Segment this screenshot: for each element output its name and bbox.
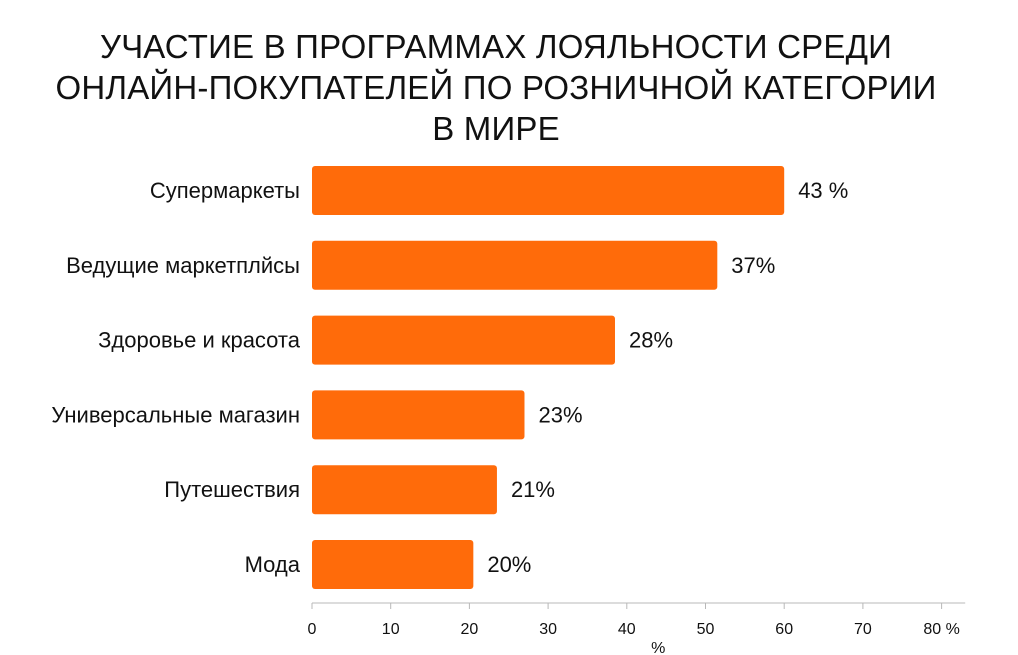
bar-2 [312,240,718,290]
value-label-5: 21% [511,477,555,502]
category-label-3: Здоровье и красота [98,328,301,353]
value-label-1: 43 % [798,178,848,203]
value-label-6: 20% [487,552,531,577]
category-label-2: Ведущие маркетплйсы [66,253,300,278]
x-tick-label-50: 50 [697,621,715,638]
category-label-5: Путешествия [164,477,300,502]
x-tick-label-0: 0 [308,621,317,638]
bar-5 [312,465,497,515]
chart-title-line-3: В МИРЕ [432,110,560,147]
chart-title-line-1: УЧАСТИЕ В ПРОГРАММАХ ЛОЯЛЬНОСТИ СРЕДИ [99,28,893,65]
value-label-4: 23% [538,402,582,427]
bar-3 [312,315,615,365]
bar-6 [312,540,474,589]
x-tick-label-60: 60 [775,621,793,638]
x-tick-label-80: 80 % [923,621,959,638]
chart-title: УЧАСТИЕ В ПРОГРАММАХ ЛОЯЛЬНОСТИ СРЕДИ ОН… [0,26,992,149]
x-tick-label-40: 40 [618,621,636,638]
value-label-2: 37% [731,253,775,278]
category-label-4: Универсальные магазин [51,402,300,427]
chart-title-line-2: ОНЛАЙН-ПОКУПАТЕЛЕЙ ПО РОЗНИЧНОЙ КАТЕГОРИ… [55,69,937,106]
x-tick-label-10: 10 [382,621,400,638]
x-axis-title: % [651,640,665,655]
x-tick-label-30: 30 [539,621,557,638]
bar-4 [312,390,525,440]
category-label-6: Мода [245,552,301,577]
x-tick-label-70: 70 [854,621,872,638]
bar-1 [312,166,785,215]
category-label-1: Супермаркеты [150,178,300,203]
x-tick-label-20: 20 [461,621,479,638]
value-label-3: 28% [629,328,673,353]
